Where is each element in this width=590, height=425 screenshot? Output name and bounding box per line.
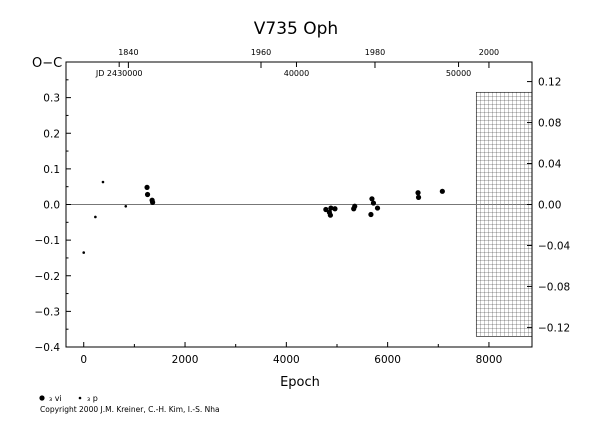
- data-point: [150, 199, 156, 205]
- y-axis: −0.4 −0.3 −0.2 −0.1 0.0 0.1 0.2 0.3: [35, 79, 71, 354]
- x-axis-label: Epoch: [280, 375, 320, 390]
- hatched-region: [475, 91, 533, 337]
- x-axis: 0 2000 4000 6000 8000: [80, 342, 502, 366]
- top-year-label: 1840: [118, 48, 138, 57]
- top-axis: 1840 1960 1980 2000 JD 2430000 40000 50000: [95, 48, 499, 78]
- data-point: [374, 205, 381, 211]
- y-tick-label: 0.0: [43, 200, 60, 212]
- data-points: [82, 180, 445, 254]
- y-tick-label: −0.1: [35, 235, 61, 247]
- x-tick-label: 0: [80, 354, 87, 366]
- right-tick-label: −0.12: [538, 322, 570, 334]
- legend-marker: [39, 395, 45, 401]
- data-point: [352, 203, 358, 209]
- jd-label: JD 2430000: [95, 69, 143, 78]
- jd-label: 40000: [284, 69, 309, 78]
- hatched-area: [475, 91, 533, 337]
- data-point: [439, 188, 445, 194]
- right-tick-label: −0.08: [538, 281, 570, 293]
- jd-label: 50000: [446, 69, 471, 78]
- x-tick-label: 4000: [273, 354, 300, 366]
- copyright-text: Copyright 2000 J.M. Kreiner, C.-H. Kim, …: [40, 405, 220, 414]
- y-tick-label: −0.3: [35, 306, 61, 318]
- x-tick-label: 6000: [374, 354, 401, 366]
- data-point: [415, 194, 422, 200]
- x-tick-label: 8000: [476, 354, 503, 366]
- data-point: [327, 212, 334, 218]
- legend-marker: [78, 396, 82, 400]
- right-tick-label: −0.04: [538, 240, 570, 252]
- data-point: [328, 205, 334, 211]
- y-axis-label: O−C: [32, 56, 62, 71]
- data-point: [144, 191, 151, 198]
- data-point: [415, 190, 421, 196]
- top-year-label: 2000: [479, 48, 499, 57]
- y-tick-label: 0.3: [43, 93, 60, 105]
- y-tick-label: 0.2: [43, 128, 60, 140]
- data-point: [323, 206, 329, 213]
- x-tick-label: 2000: [172, 354, 199, 366]
- data-point: [370, 200, 377, 206]
- data-point: [368, 211, 374, 218]
- chart-title: V735 Oph: [254, 19, 338, 39]
- data-point: [82, 251, 86, 254]
- data-point: [94, 215, 97, 219]
- right-tick-label: 0.04: [538, 159, 562, 171]
- top-year-label: 1980: [365, 48, 385, 57]
- y-tick-label: −0.4: [35, 342, 61, 354]
- data-point: [144, 184, 150, 190]
- legend-label: ₃ vi: [49, 394, 62, 403]
- legend-label: ₃ p: [87, 394, 98, 403]
- right-tick-label: 0.08: [538, 118, 561, 130]
- y-tick-label: −0.2: [35, 271, 61, 283]
- top-year-label: 1960: [251, 48, 271, 57]
- right-tick-label: 0.00: [538, 200, 561, 212]
- right-axis: 0.12 0.08 0.04 0.00 −0.04 −0.08 −0.12: [527, 77, 570, 334]
- y-tick-label: 0.1: [43, 164, 60, 176]
- data-point: [332, 206, 338, 212]
- data-point: [101, 180, 105, 184]
- legend: ₃ vi ₃ p: [39, 394, 98, 403]
- right-tick-label: 0.12: [538, 77, 561, 89]
- data-point: [124, 204, 128, 208]
- data-point: [369, 196, 375, 202]
